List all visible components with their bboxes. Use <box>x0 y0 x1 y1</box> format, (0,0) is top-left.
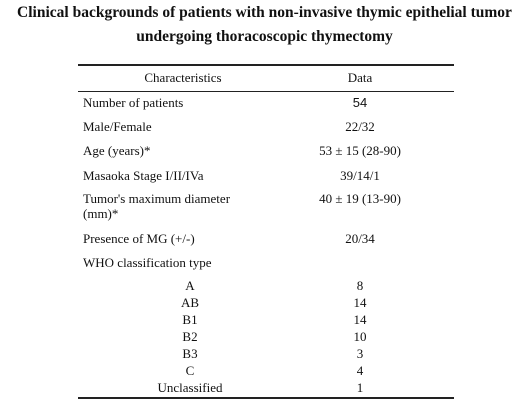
subtype-label: Unclassified <box>157 380 223 395</box>
row-value: 39/14/1 <box>340 168 380 183</box>
row-label: Age (years)* <box>83 143 151 158</box>
row-value: 22/32 <box>345 119 375 134</box>
header-rule <box>78 91 454 92</box>
subtype-value: 8 <box>356 278 364 293</box>
row-label: Number of patients <box>83 95 184 110</box>
subtype-value: 14 <box>353 312 367 327</box>
row-value: 40 ± 19 (13-90) <box>319 191 401 206</box>
row-label: Presence of MG (+/-) <box>83 231 195 246</box>
title-line: undergoing thoracoscopic thymectomy <box>136 28 393 45</box>
row-value: 20/34 <box>345 231 375 246</box>
subtype-label: AB <box>180 295 200 310</box>
subtype-value: 4 <box>356 363 364 378</box>
subtype-value: 10 <box>353 329 367 344</box>
subtype-label: B2 <box>182 329 198 344</box>
row-label: Male/Female <box>83 119 152 134</box>
header-cell: Data <box>347 70 373 85</box>
row-label: Masaoka Stage I/II/IVa <box>83 168 204 183</box>
subtype-label: C <box>185 363 195 378</box>
top-rule <box>78 64 454 66</box>
subtype-value: 14 <box>353 295 367 310</box>
subtype-label: B3 <box>182 346 198 361</box>
subtype-value: 1 <box>356 380 364 395</box>
row-label: Tumor's maximum diameter (mm)* <box>83 191 231 221</box>
row-value: 53 ± 15 (28-90) <box>319 143 401 158</box>
bottom-rule <box>78 397 454 399</box>
subtype-label: B1 <box>182 312 198 327</box>
subtype-value: 3 <box>356 346 364 361</box>
subtype-label: A <box>185 278 195 293</box>
title-line: Clinical backgrounds of patients with no… <box>17 4 512 21</box>
row-value: 54 <box>352 95 368 110</box>
row-label: WHO classification type <box>83 255 212 270</box>
header-cell: Characteristics <box>144 70 222 85</box>
